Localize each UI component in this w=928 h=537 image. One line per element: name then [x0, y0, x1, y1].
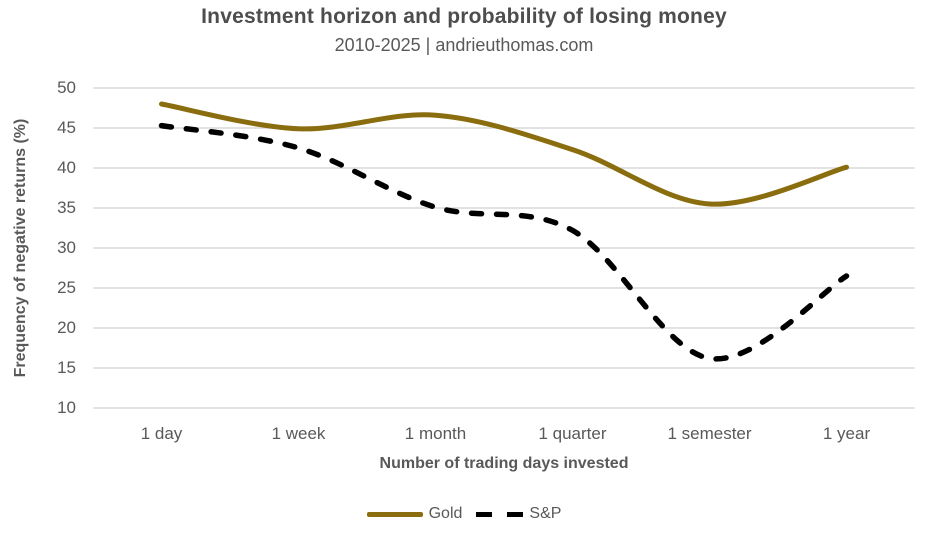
x-category-label-1-day: 1 day	[140, 424, 183, 443]
legend-item-gold: Gold	[366, 505, 463, 523]
chart-title: Investment horizon and probability of lo…	[201, 5, 727, 28]
legend-label: Gold	[428, 505, 463, 522]
y-tick-label-20: 20	[57, 318, 76, 337]
y-tick-label-15: 15	[57, 358, 76, 377]
legend-swatch-dashed	[476, 511, 524, 517]
chart-legend: Gold S&P	[0, 505, 928, 523]
legend-swatch-solid	[366, 511, 423, 517]
y-tick-label-30: 30	[57, 238, 76, 257]
x-axis-title: Number of trading days invested	[379, 455, 629, 472]
legend-item-s-p: S&P	[476, 505, 561, 523]
y-tick-label-45: 45	[57, 118, 76, 137]
x-category-label-1-semester: 1 semester	[667, 424, 752, 443]
x-category-label-1-week: 1 week	[271, 424, 326, 443]
x-category-label-1-quarter: 1 quarter	[538, 424, 607, 443]
y-tick-label-50: 50	[57, 78, 76, 97]
y-tick-label-25: 25	[57, 278, 76, 297]
x-category-label-1-year: 1 year	[822, 424, 871, 443]
chart-subtitle: 2010-2025 | andrieuthomas.com	[334, 35, 594, 55]
series-line-gold	[159, 101, 849, 207]
y-tick-label-40: 40	[57, 158, 76, 177]
legend-label: S&P	[529, 505, 562, 522]
y-tick-label-35: 35	[57, 198, 76, 217]
series-line-s-p	[158, 122, 850, 362]
y-tick-label-10: 10	[57, 398, 76, 417]
x-category-label-1-month: 1 month	[404, 424, 467, 443]
plot-area	[93, 87, 915, 409]
